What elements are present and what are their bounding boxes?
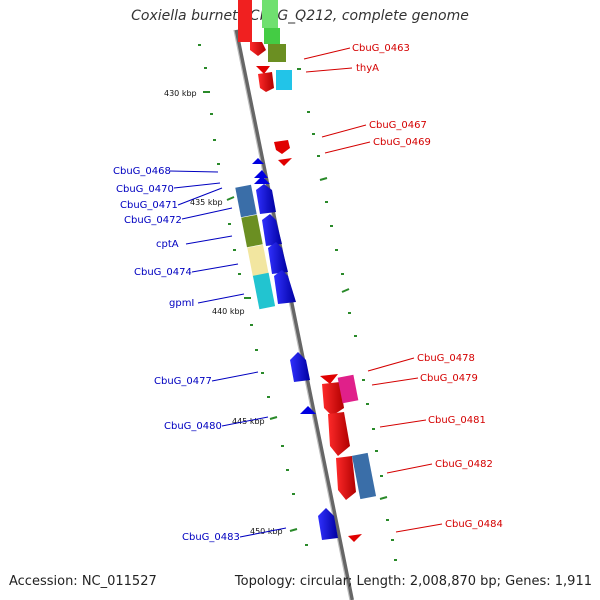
left-ticks	[198, 44, 308, 546]
topology-text: Topology: circular; Length: 2,008,870 bp…	[234, 574, 592, 589]
gene-arrow	[262, 214, 282, 246]
gene-arrow	[252, 158, 264, 164]
genome-title: Coxiella burnetii CbuG_Q212, complete ge…	[131, 8, 469, 24]
gene-arrow	[250, 42, 266, 56]
kbp-label: 440 kbp	[212, 307, 245, 316]
gene-label-reverse: CbuG_0471	[120, 200, 178, 211]
gene-arrow	[300, 406, 316, 414]
forward-genes	[238, 0, 377, 542]
gene-block	[252, 272, 276, 310]
gene-label-reverse: CbuG_0468	[113, 166, 171, 177]
reverse-leaders	[169, 170, 287, 538]
gene-arrow	[278, 158, 292, 166]
gene-block	[241, 214, 263, 248]
kbp-label: 430 kbp	[164, 89, 197, 98]
gene-arrow	[256, 66, 270, 74]
kbp-label: 445 kbp	[232, 417, 265, 426]
gene-label-forward: thyA	[356, 63, 379, 74]
gene-arrow	[290, 352, 310, 382]
gene-block	[276, 70, 292, 90]
gene-block	[262, 0, 278, 28]
gene-label-forward: CbuG_0467	[369, 120, 427, 131]
kbp-label: 435 kbp	[190, 198, 223, 207]
gene-block	[351, 452, 377, 500]
gene-label-forward: CbuG_0482	[435, 459, 493, 470]
gene-label-reverse: CbuG_0480	[164, 421, 222, 432]
gene-label-forward: CbuG_0481	[428, 415, 486, 426]
forward-leaders	[303, 47, 443, 533]
gene-label-forward: CbuG_0484	[445, 519, 503, 530]
gene-label-reverse: CbuG_0470	[116, 184, 174, 195]
gene-arrow	[274, 140, 290, 154]
accession-text: Accession: NC_011527	[9, 574, 157, 589]
gene-label-reverse: gpmI	[169, 298, 194, 309]
gene-arrow	[328, 412, 350, 456]
gene-block	[235, 184, 257, 218]
gene-arrow	[274, 270, 296, 304]
gene-block	[247, 244, 269, 278]
gene-label-forward: CbuG_0478	[417, 353, 475, 364]
right-ticks	[297, 68, 397, 561]
gene-arrow	[254, 176, 270, 184]
gene-arrow	[254, 170, 268, 178]
gene-block	[268, 44, 286, 62]
gene-arrow	[318, 508, 338, 540]
gene-label-forward: CbuG_0463	[352, 43, 410, 54]
gene-arrow	[322, 382, 344, 416]
gene-arrow	[258, 72, 274, 92]
gene-label-reverse: CbuG_0472	[124, 215, 182, 226]
gene-label-reverse: CbuG_0477	[154, 376, 212, 387]
gene-block	[264, 28, 280, 44]
backbone-highlight	[233, 29, 351, 600]
gene-arrow	[336, 456, 356, 500]
gene-arrow	[268, 242, 288, 274]
gene-arrow	[348, 534, 362, 542]
gene-arrow	[256, 184, 276, 214]
gene-label-reverse: CbuG_0474	[134, 267, 192, 278]
gene-block	[337, 374, 359, 404]
gene-block	[238, 0, 252, 42]
gene-arrow	[320, 374, 338, 384]
backbone-line	[234, 29, 354, 600]
gene-label-forward: CbuG_0469	[373, 137, 431, 148]
gene-label-forward: CbuG_0479	[420, 373, 478, 384]
gene-label-reverse: cptA	[156, 239, 179, 250]
gene-label-reverse: CbuG_0483	[182, 532, 240, 543]
reverse-genes	[235, 158, 338, 540]
